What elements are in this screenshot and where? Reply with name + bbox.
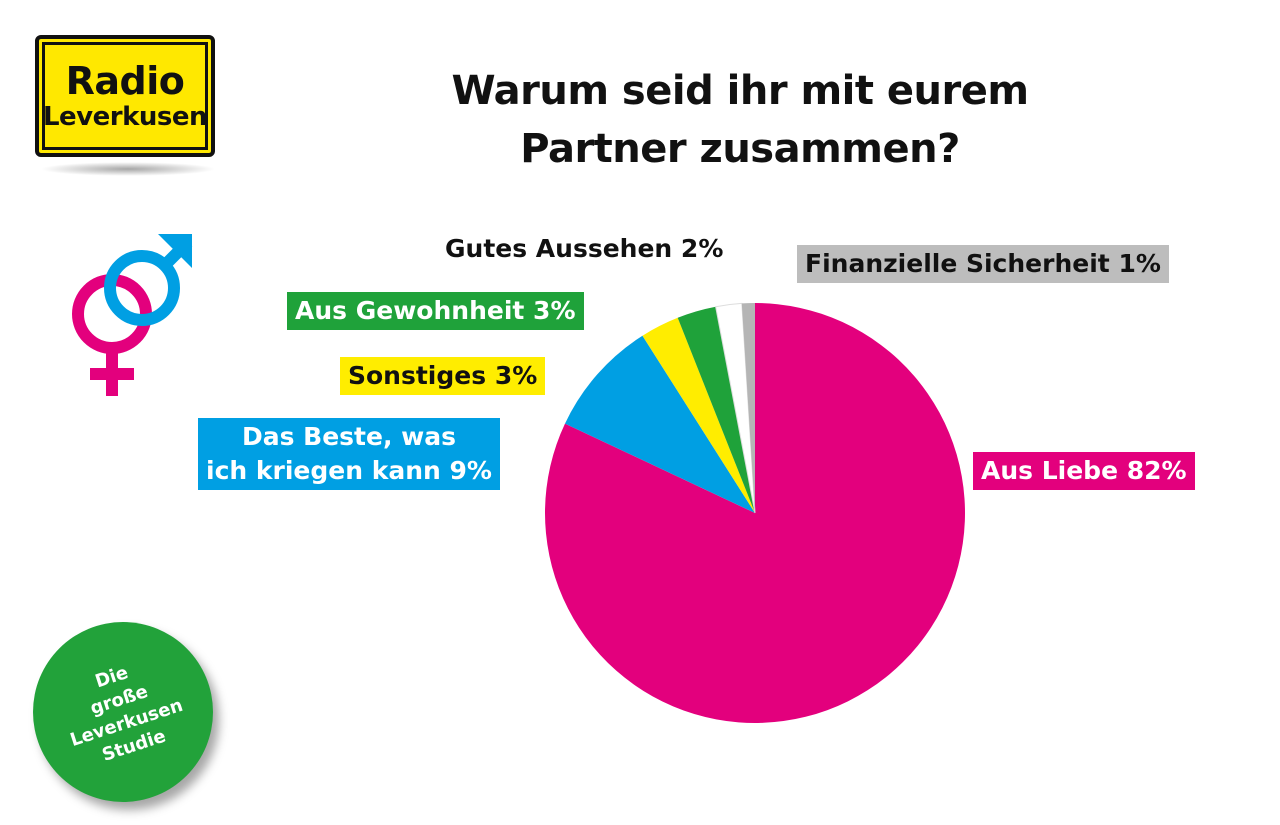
chart-title: Warum seid ihr mit eurem Partner zusamme… [340,62,1140,178]
chart-title-line1: Warum seid ihr mit eurem [451,68,1029,114]
data-label-line: ich kriegen kann 9% [206,456,492,485]
study-badge: Die große Leverkusen Studie [33,622,213,802]
venus-mars-icon [72,234,193,396]
pie-slice-sonstiges [642,317,755,513]
data-label-das-beste-was-ich-kriegen-kann: Das Beste, was ich kriegen kann 9% [198,418,500,490]
chart-title-line2: Partner zusammen? [520,126,960,172]
pie-chart [545,302,965,723]
logo-text-line1: Radio [65,59,185,103]
data-label-aus-liebe: Aus Liebe 82% [973,452,1195,490]
data-label-sonstiges: Sonstiges 3% [340,357,546,395]
pie-slice-finanzielle-sicherheit [741,303,755,513]
data-label-gutes-aussehen: Gutes Aussehen 2% [437,230,732,268]
logo-text-line2: Leverkusen [42,102,208,132]
data-label-finanzielle-sicherheit: Finanzielle Sicherheit 1% [797,245,1169,283]
logo-shadow [40,162,216,176]
pie-slice-das-beste-was-ich-kriegen-kann [564,335,755,513]
data-label-aus-gewohnheit: Aus Gewohnheit 3% [287,292,584,330]
pie-slice-aus-gewohnheit [677,306,755,513]
data-label-line: Das Beste, was [241,422,457,451]
radio-leverkusen-logo: Radio Leverkusen [35,35,215,157]
pie-slice-gutes-aussehen [715,302,756,514]
